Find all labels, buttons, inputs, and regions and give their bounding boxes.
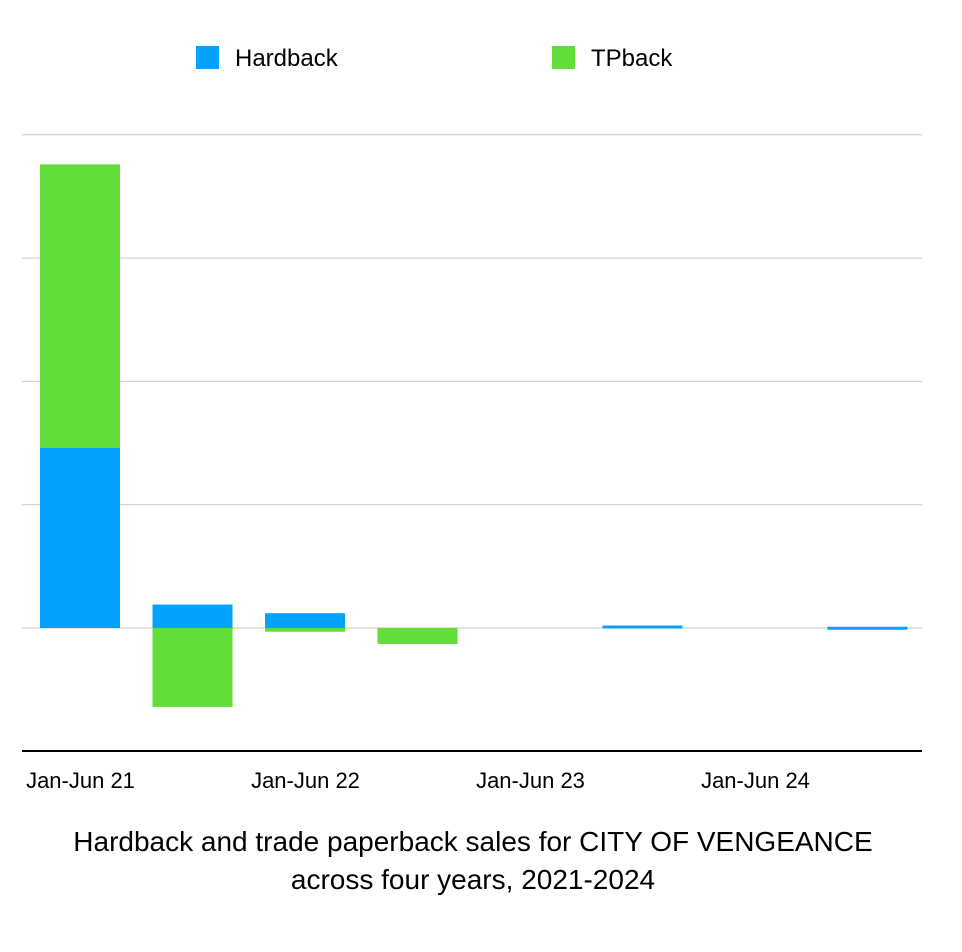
chart-caption: Hardback and trade paperback sales for C… [0, 823, 946, 899]
legend-label-hardback: Hardback [235, 45, 339, 72]
x-tick-label-0: Jan-Jun 21 [26, 768, 135, 793]
legend-label-tpback: TPback [591, 45, 673, 72]
caption-line-2: across four years, 2021-2024 [290, 864, 656, 895]
caption-line-1: Hardback and trade paperback sales for C… [73, 826, 873, 857]
x-tick-labels: Jan-Jun 21 Jan-Jun 22 Jan-Jun 23 Jan-Jun 24 [26, 768, 810, 793]
bar-tpback-2 [265, 628, 345, 632]
bar-hardback-5 [602, 625, 683, 629]
x-tick-label-2: Jan-Jun 23 [476, 768, 585, 793]
bar-hardback-0 [40, 447, 120, 628]
bar-hardback-1 [152, 604, 233, 628]
bar-tpback-1 [152, 628, 233, 707]
x-tick-label-3: Jan-Jun 24 [701, 768, 810, 793]
legend-swatch-hardback [196, 46, 219, 69]
bar-hardback-2 [265, 613, 345, 628]
legend: Hardback TPback [196, 45, 673, 72]
bar-tpback-0 [40, 164, 120, 448]
bars [40, 164, 908, 707]
bar-tpback-3 [377, 628, 458, 645]
gridlines [22, 134, 922, 629]
legend-swatch-tpback [552, 46, 575, 69]
x-tick-label-1: Jan-Jun 22 [251, 768, 360, 793]
bar-hardback-7 [827, 626, 908, 630]
